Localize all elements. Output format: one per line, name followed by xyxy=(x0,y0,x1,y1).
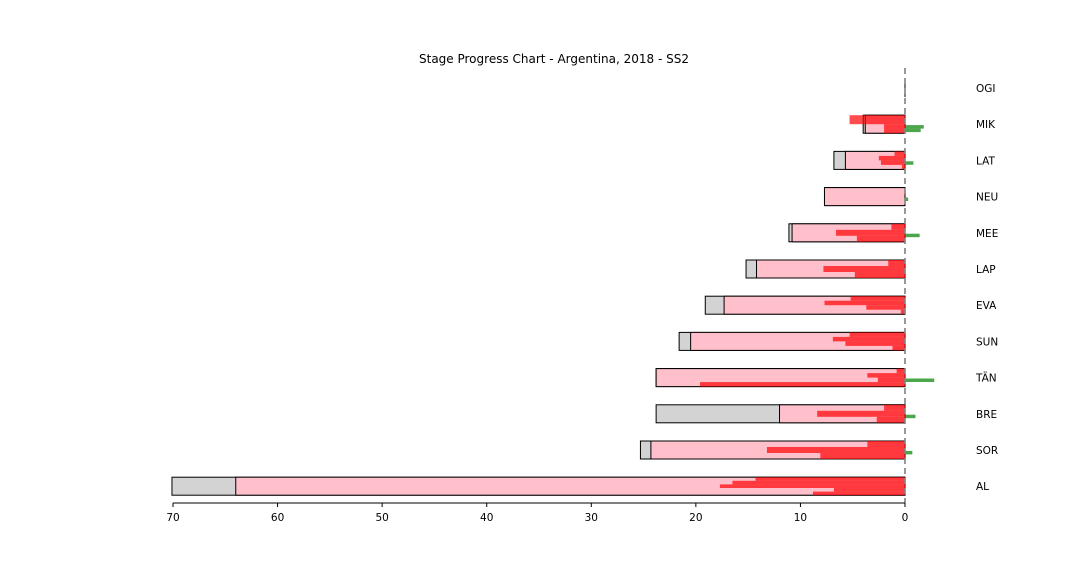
x-tick-label: 40 xyxy=(480,512,493,524)
driver-label-neu: NEU xyxy=(976,192,998,204)
loss-segment-al xyxy=(812,491,905,496)
driver-label-mik: MIK xyxy=(976,119,996,131)
loss-segment-mee xyxy=(835,229,905,236)
driver-label-sun: SUN xyxy=(976,336,998,348)
loss-segment-lat xyxy=(880,160,905,165)
loss-segment-bre xyxy=(884,404,905,411)
x-tick-label: 10 xyxy=(794,512,807,524)
loss-segment-sun xyxy=(849,332,905,337)
split-bar-neu xyxy=(823,187,906,207)
gain-segment-bre xyxy=(905,414,916,419)
loss-segment-mee xyxy=(856,235,905,242)
driver-label-bre: BRE xyxy=(976,409,997,421)
loss-segment-lap xyxy=(823,266,905,272)
loss-segment-lat xyxy=(878,155,905,161)
loss-segment-lap xyxy=(888,260,905,266)
driver-label-tän: TÄN xyxy=(975,372,997,385)
loss-segment-al xyxy=(755,477,905,481)
x-tick-label: 50 xyxy=(375,512,388,524)
x-tick-label: 60 xyxy=(271,512,284,524)
loss-segment-mee xyxy=(891,223,905,230)
bars-layer xyxy=(171,68,935,503)
gain-segment-mee xyxy=(905,233,920,238)
loss-segment-sun xyxy=(892,345,905,351)
driver-label-lap: LAP xyxy=(976,264,996,276)
x-tick-label: 30 xyxy=(585,512,598,524)
loss-segment-sun xyxy=(832,336,905,342)
x-axis: 70 60 50 40 30 20 10 0 xyxy=(166,502,909,524)
x-tick-label: 70 xyxy=(166,512,179,524)
gain-segment-lat xyxy=(905,161,914,165)
driver-label-sor: SOR xyxy=(976,445,998,457)
loss-segment-al xyxy=(719,484,905,488)
loss-segment-tän xyxy=(896,368,905,374)
driver-label-mee: MEE xyxy=(976,228,998,240)
gain-segment-neu xyxy=(905,197,909,201)
gain-segment-tän xyxy=(905,378,935,382)
loss-segment-tän xyxy=(867,373,905,378)
driver-label-al: AL xyxy=(976,481,989,493)
loss-segment-tän xyxy=(877,377,905,383)
driver-label-ogi: OGI xyxy=(976,83,996,95)
gain-segment-mik xyxy=(905,128,921,133)
loss-segment-al xyxy=(732,480,905,485)
gain-segment-mik xyxy=(905,125,924,129)
loss-segment-sor xyxy=(867,441,905,447)
loss-segment-sor xyxy=(766,447,905,453)
x-tick-label: 20 xyxy=(689,512,702,524)
loss-segment-sun xyxy=(845,341,905,346)
loss-segment-sor xyxy=(820,453,905,459)
loss-segment-lat xyxy=(901,164,905,170)
loss-segment-al xyxy=(833,488,905,492)
loss-segment-lat xyxy=(894,151,905,156)
driver-label-lat: LAT xyxy=(976,155,995,167)
loss-segment-tän xyxy=(700,382,905,387)
loss-segment-mik xyxy=(884,124,905,134)
loss-segment-eva xyxy=(850,296,905,301)
loss-segment-lap xyxy=(854,272,905,278)
loss-segment-bre xyxy=(876,416,905,423)
loss-segment-eva xyxy=(866,305,905,310)
loss-segment-bre xyxy=(817,410,905,417)
loss-segment-mik xyxy=(849,115,905,125)
x-tick-label: 0 xyxy=(902,512,909,524)
gain-segment-sor xyxy=(905,450,913,455)
loss-segment-eva xyxy=(900,309,905,315)
driver-labels: OGI MIK LAT NEU MEE LAP EVA SUN TÄN BRE SOR AL xyxy=(975,83,998,493)
chart-title: Stage Progress Chart - Argentina, 2018 -… xyxy=(419,52,689,66)
loss-segment-eva xyxy=(824,300,905,306)
driver-label-eva: EVA xyxy=(976,300,997,312)
